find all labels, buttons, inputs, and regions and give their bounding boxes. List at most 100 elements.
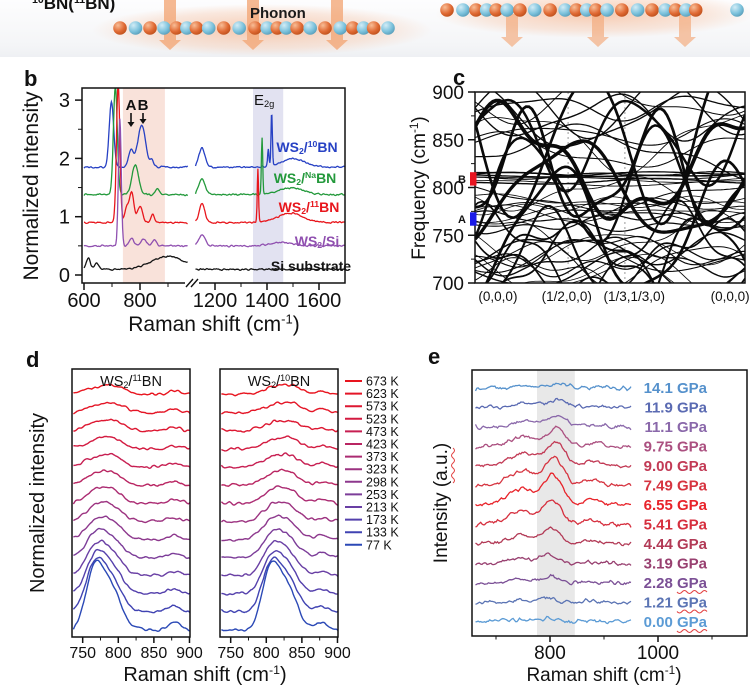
d-curve-323-k <box>220 501 338 524</box>
x-tick-label: 800 <box>105 645 132 662</box>
y-axis-label-c: Frequency (cm-1) <box>408 116 430 260</box>
nitrogen-atom <box>730 3 744 17</box>
e-curve-0-00-gpa <box>475 615 632 625</box>
d-curve-673-k <box>73 383 190 396</box>
x-tick-label: (0,0,0) <box>478 289 517 304</box>
boron-atom <box>569 3 584 17</box>
phonon-bands <box>475 92 745 283</box>
y-tick-label: 2 <box>59 148 70 170</box>
nitrogen-atom <box>630 3 645 17</box>
boron-atom <box>113 21 127 35</box>
spectrum-ws2-11bn <box>195 168 345 225</box>
phonon-branch <box>475 92 745 226</box>
phonon-branch <box>475 235 745 268</box>
boron-atom <box>615 3 629 17</box>
panel-d-temperature-raman: d WS2/11BN 750 800 850 900 WS2/10BN 750 800 850 90… <box>26 347 399 686</box>
boron-atom <box>143 21 157 35</box>
subpanel-title: WS2/10BN <box>248 373 311 390</box>
d-curve-253-k <box>221 528 338 559</box>
y-tick-label: 0 <box>59 265 70 287</box>
phonon-branch <box>475 253 693 283</box>
nitrogen-atom <box>479 3 494 17</box>
d-curve-673-k <box>221 383 338 397</box>
spellcheck-squiggle <box>676 629 708 633</box>
d-curve-523-k <box>221 435 338 452</box>
panel-letter-c: c <box>453 65 465 90</box>
pressure-label: 2.28 GPa <box>644 575 708 592</box>
boron-atom <box>216 21 231 35</box>
nitrogen-atom <box>679 3 693 17</box>
boron-atom <box>489 3 504 17</box>
e-curve-4-44-gpa <box>475 526 632 547</box>
x-tick-label: 850 <box>289 645 316 662</box>
x-tick-label: (0,0,0) <box>711 289 750 304</box>
boron-atom <box>688 3 703 17</box>
spectrum-ws2-si <box>194 234 345 248</box>
spectrum-ws2-nabn <box>194 137 345 197</box>
nitrogen-atom <box>333 21 348 35</box>
nitrogen-atom <box>180 21 194 35</box>
x-tick-label: 1400 <box>245 290 290 312</box>
plot-frame-e <box>471 369 748 637</box>
e-curve-1-21-gpa <box>475 596 632 605</box>
panel-letter-b: b <box>24 66 37 91</box>
nitrogen-atom <box>356 21 371 35</box>
e-curve-3-19-gpa <box>475 552 632 567</box>
d-curve-423-k <box>73 469 190 487</box>
boron-atom <box>189 21 204 35</box>
axes-c: 700 750 800 850 900 (0,0,0) (1/2,0,0) (1/3,1/3,… <box>432 83 749 304</box>
plot-area-b <box>122 88 284 283</box>
pressure-label: 1.21 GPa <box>644 595 708 612</box>
panel-e-pressure-raman: e 14.1 GPa 11.9 GPa 11.1 GPa 9.75 GPa 9.00 GP… <box>428 344 748 686</box>
annotations-b: A B E2g <box>126 92 274 127</box>
nitrogen-atom <box>500 3 514 17</box>
d-curve-253-k <box>73 527 190 560</box>
nitrogen-atom <box>157 21 171 35</box>
phonon-branch <box>484 159 745 283</box>
plot-frame-d-1 <box>219 368 339 638</box>
nitrogen-atom <box>279 21 294 35</box>
pressure-label: 9.00 GPa <box>644 458 708 475</box>
y-tick-label: 750 <box>432 226 464 247</box>
axis-break-marks <box>185 278 199 288</box>
mode-marker-b <box>470 172 477 186</box>
d-curve-573-k <box>221 419 338 433</box>
phonon-branch <box>475 95 745 122</box>
legend-label: 373 K <box>366 450 399 464</box>
boron-atom <box>346 21 360 35</box>
series-label-ws2-nabn: WS2/NaBN <box>274 170 337 187</box>
subpanel-d-0: WS2/11BN 750 800 850 900 <box>69 368 203 662</box>
mode-marker-label: A <box>458 214 466 226</box>
x-tick-label: (1/2,0,0) <box>542 289 592 304</box>
panel-letter-d: d <box>26 347 39 372</box>
d-curve-573-k <box>73 418 190 433</box>
d-curve-373-k <box>220 485 338 506</box>
boron-atom <box>513 3 527 17</box>
spectrum-ws2-11bn <box>83 88 188 225</box>
subpanel-title: WS2/11BN <box>100 373 162 390</box>
legend-label: 253 K <box>366 488 399 502</box>
highlight-band <box>122 88 165 283</box>
plot-frame-b <box>81 87 346 284</box>
y-tick-label: 1 <box>59 207 70 229</box>
y-tick-label: 3 <box>59 90 70 112</box>
nitrogen-atom <box>260 21 275 35</box>
nitrogen-atom <box>232 21 246 35</box>
pressure-label: 11.9 GPa <box>644 400 707 417</box>
spellcheck-squiggle <box>676 590 708 594</box>
phonon-branch <box>475 124 745 244</box>
boron-atom <box>469 3 483 17</box>
phonon-branch <box>475 250 745 283</box>
d-curve-173-k <box>72 548 190 595</box>
y-tick-label: 700 <box>432 274 464 295</box>
phonon-branch <box>475 197 745 218</box>
x-axis-label-b: Raman shift (cm-1) <box>128 311 299 336</box>
nitrogen-atom <box>527 3 542 17</box>
phonon-arrow <box>501 14 523 47</box>
e-curve-2-28-gpa <box>475 573 632 586</box>
curves-e <box>474 382 632 625</box>
legend-label: 423 K <box>366 438 399 452</box>
axis-break-gap <box>185 279 199 288</box>
d-curve-133-k <box>220 556 338 614</box>
